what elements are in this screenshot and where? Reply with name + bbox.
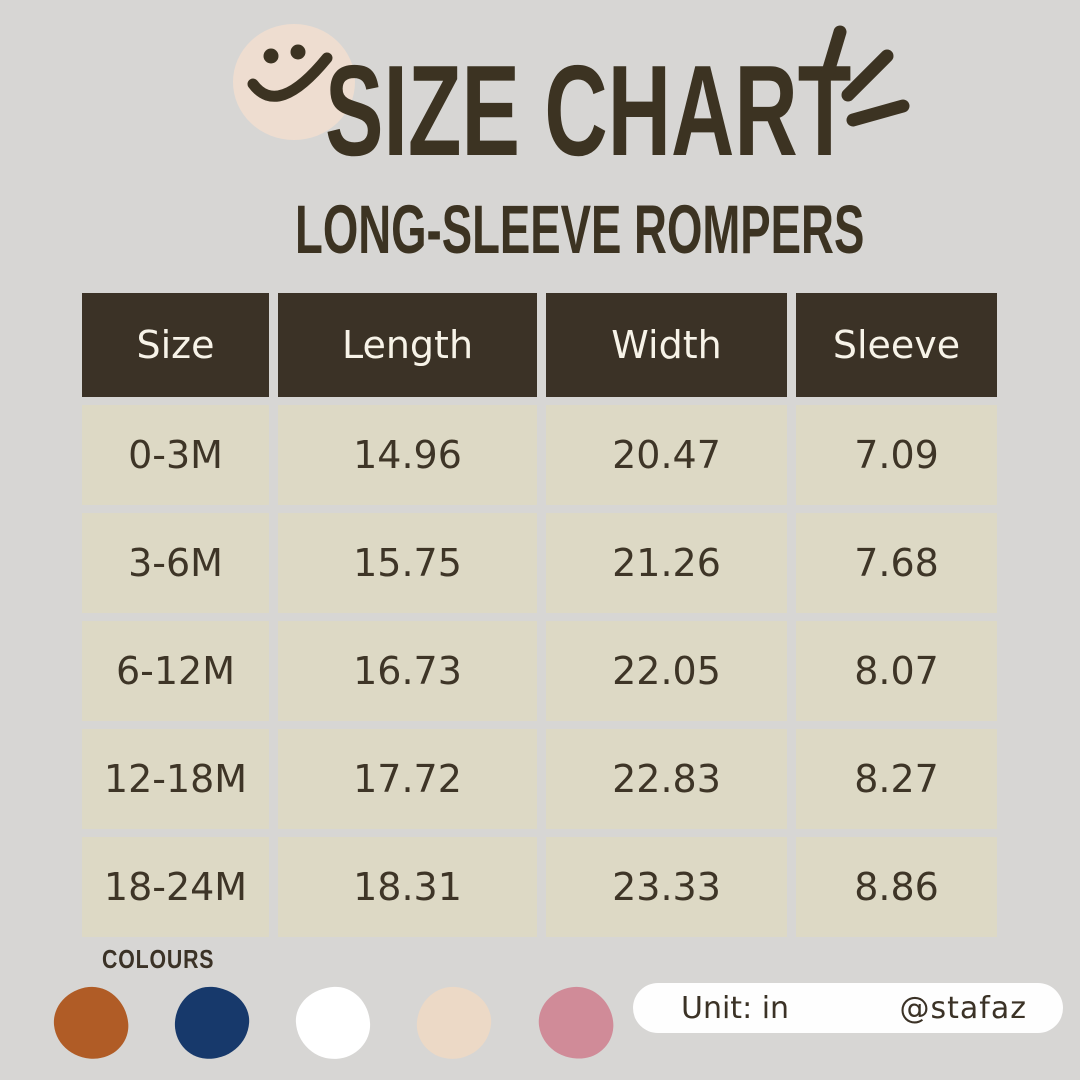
table-cell-size: 3-6M [82, 513, 269, 613]
table-cell-length: 14.96 [278, 405, 537, 505]
table-cell-width: 20.47 [546, 405, 787, 505]
brand-handle: @stafaz [899, 990, 1027, 1026]
table-cell-sleeve: 8.86 [796, 837, 997, 937]
page-subtitle: LONG-SLEEVE ROMPERS [295, 191, 865, 268]
smiley-face-icon [233, 24, 355, 140]
unit-label: Unit: in [681, 990, 790, 1026]
column-header-size: Size [82, 293, 269, 397]
page-title: SIZE CHART [325, 39, 852, 183]
colour-swatch-navy [172, 984, 252, 1062]
colour-swatch-rust [50, 983, 132, 1063]
size-table: Size Length Width Sleeve 0-3M 14.96 20.4… [82, 293, 998, 937]
table-cell-size: 18-24M [82, 837, 269, 937]
table-cell-width: 22.83 [546, 729, 787, 829]
column-header-length: Length [278, 293, 537, 397]
table-cell-sleeve: 8.27 [796, 729, 997, 829]
table-cell-length: 18.31 [278, 837, 537, 937]
table-cell-width: 22.05 [546, 621, 787, 721]
table-cell-length: 16.73 [278, 621, 537, 721]
table-cell-size: 6-12M [82, 621, 269, 721]
emphasis-rays-icon [821, 25, 910, 127]
table-cell-width: 21.26 [546, 513, 787, 613]
table-cell-size: 0-3M [82, 405, 269, 505]
column-header-sleeve: Sleeve [796, 293, 997, 397]
table-cell-sleeve: 7.09 [796, 405, 997, 505]
colour-swatch-white [294, 985, 372, 1061]
table-cell-width: 23.33 [546, 837, 787, 937]
table-cell-sleeve: 8.07 [796, 621, 997, 721]
table-cell-sleeve: 7.68 [796, 513, 997, 613]
colours-label: COLOURS [102, 944, 215, 974]
table-cell-length: 17.72 [278, 729, 537, 829]
table-cell-size: 12-18M [82, 729, 269, 829]
table-cell-length: 15.75 [278, 513, 537, 613]
column-header-width: Width [546, 293, 787, 397]
unit-pill: Unit: in @stafaz [633, 983, 1063, 1033]
colour-swatch-pink [534, 982, 618, 1064]
colour-swatch-beige [414, 983, 494, 1063]
